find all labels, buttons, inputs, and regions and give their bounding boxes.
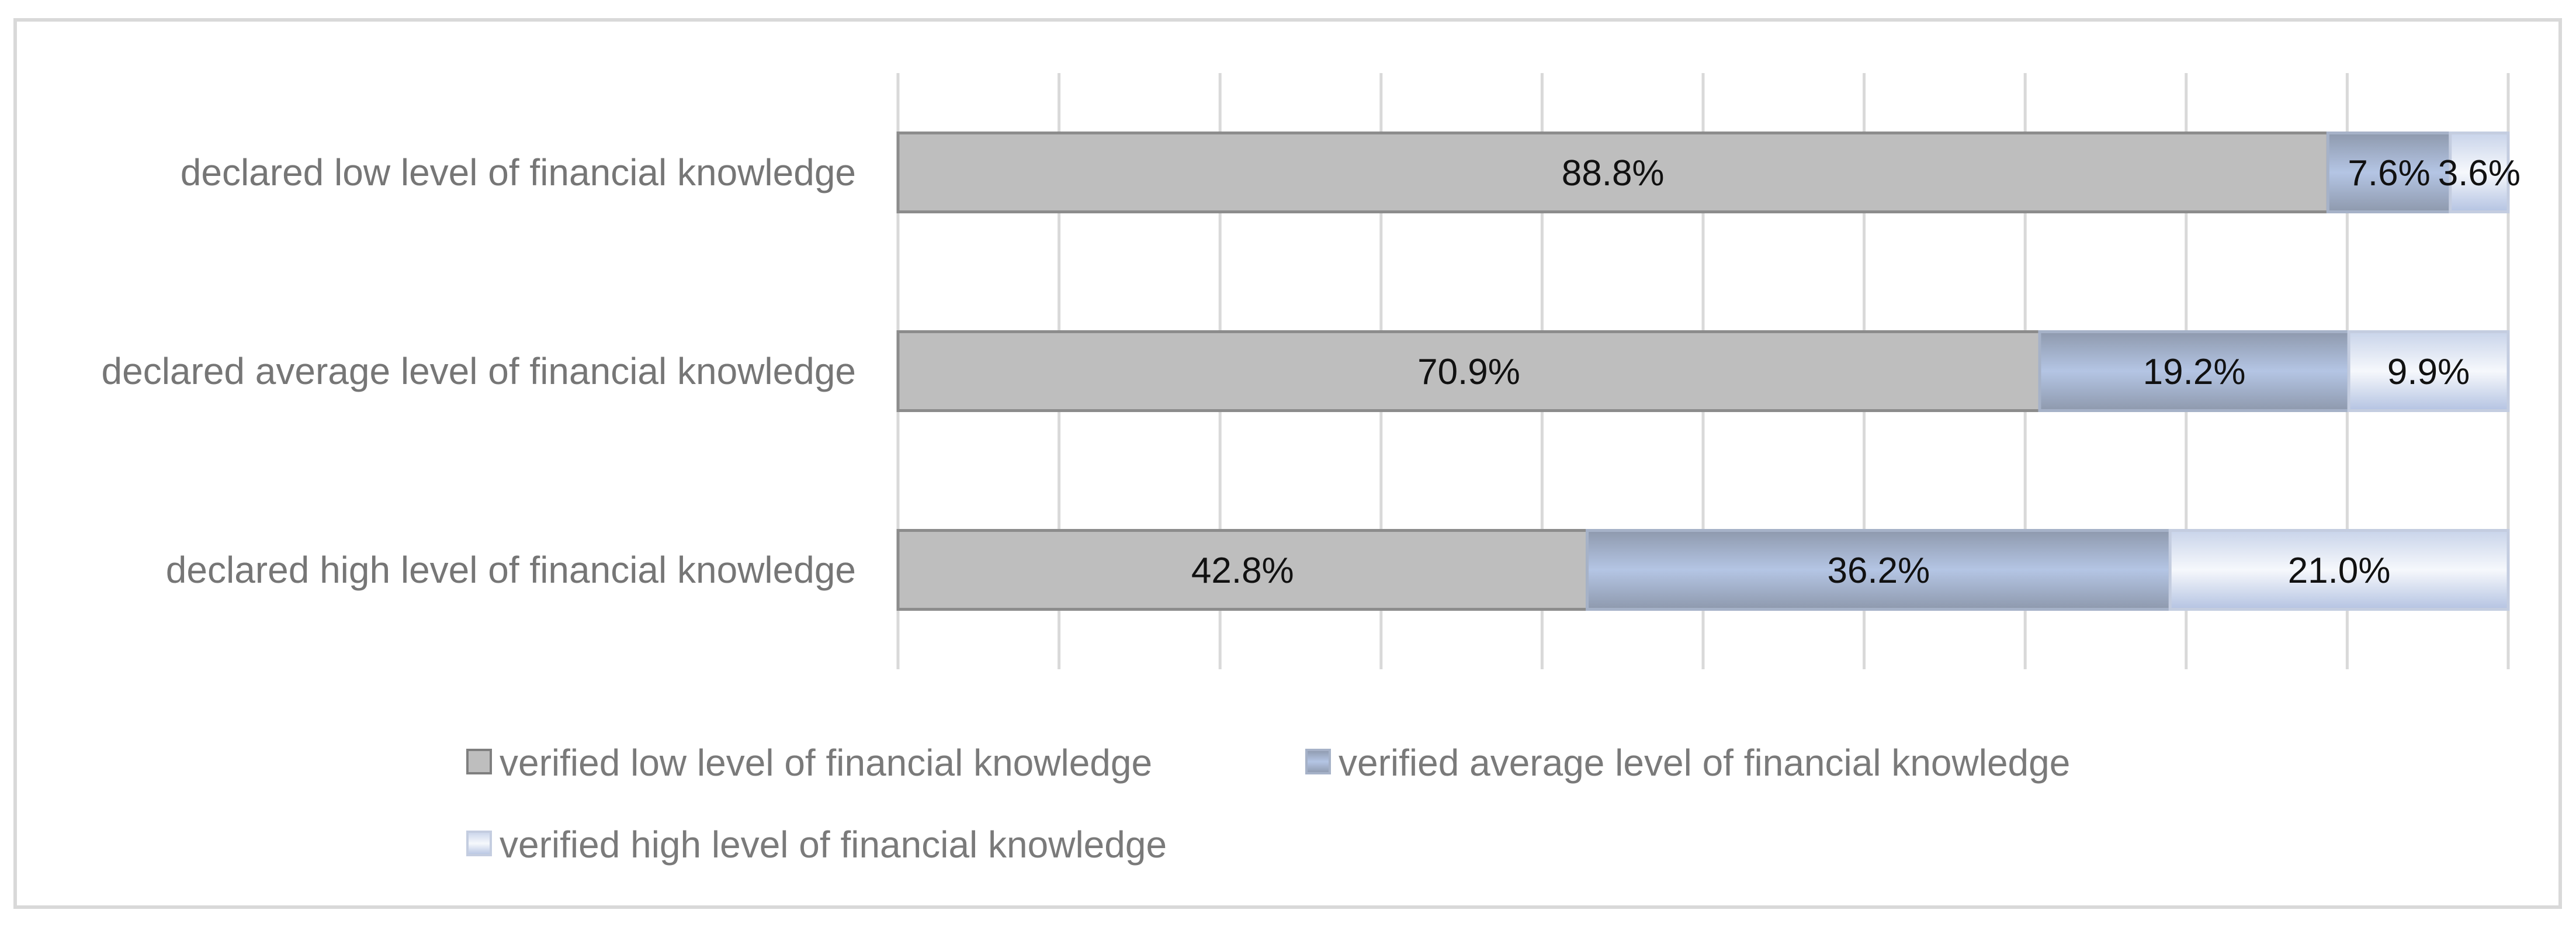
- data-label: 70.9%: [1417, 352, 1520, 392]
- data-label: 88.8%: [1562, 153, 1665, 193]
- data-label: 3.6%: [2438, 153, 2520, 193]
- bar-segment: [2168, 529, 2510, 611]
- legend-label: verified average level of financial know…: [1339, 742, 2070, 784]
- data-label: 36.2%: [1827, 551, 1930, 591]
- legend-swatch: [466, 831, 492, 856]
- bar-segment: [896, 529, 1589, 611]
- legend: verified low level of financial knowledg…: [466, 742, 2070, 866]
- category-label: declared low level of financial knowledg…: [181, 151, 856, 193]
- category-labels: declared low level of financial knowledg…: [102, 151, 857, 591]
- bar-segment: [896, 132, 2329, 213]
- category-label: declared average level of financial know…: [102, 350, 857, 392]
- category-label: declared high level of financial knowled…: [166, 549, 856, 591]
- legend-label: verified high level of financial knowled…: [500, 824, 1167, 866]
- data-label: 21.0%: [2288, 551, 2391, 591]
- data-labels: 88.8% 7.6% 3.6% 70.9% 19.2% 9.9% 42.8% 36.2% 21.…: [1191, 153, 2520, 591]
- data-label: 42.8%: [1191, 551, 1294, 591]
- legend-label: verified low level of financial knowledg…: [500, 742, 1152, 784]
- data-label: 7.6%: [2348, 153, 2430, 193]
- bar-segment: [2326, 132, 2452, 213]
- data-label: 19.2%: [2143, 352, 2246, 392]
- bars: [896, 132, 2510, 611]
- legend-swatch: [466, 749, 492, 774]
- bar-segment: [2347, 330, 2510, 412]
- legend-swatch: [1305, 749, 1331, 774]
- data-label: 9.9%: [2387, 352, 2470, 392]
- bar-segment: [2038, 330, 2350, 412]
- bar-segment: [2449, 132, 2510, 213]
